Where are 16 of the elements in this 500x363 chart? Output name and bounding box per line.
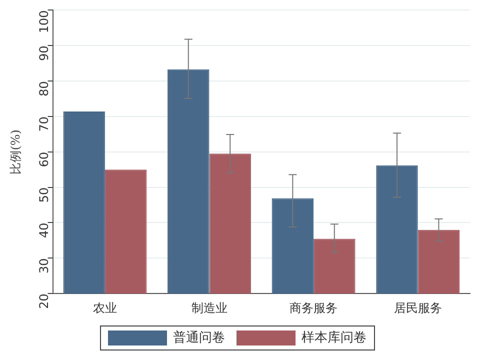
y-tick-label: 70	[36, 116, 51, 132]
y-axis-title: 比例(%)	[8, 130, 22, 174]
legend-label: 样本库问卷	[302, 330, 366, 346]
y-tick-label: 60	[36, 152, 51, 168]
y-tick-label: 20	[36, 294, 51, 309]
x-tick-label: 居民服务	[394, 300, 442, 315]
x-tick-label: 制造业	[191, 300, 228, 315]
y-tick-label: 50	[36, 187, 51, 203]
x-tick-label: 农业	[92, 300, 117, 315]
y-tick-label: 80	[36, 81, 51, 96]
y-tick-label: 40	[36, 222, 51, 238]
legend-label: 普通问卷	[173, 329, 225, 346]
y-tick-label: 100	[36, 10, 51, 34]
y-tick-label: 90	[36, 46, 51, 61]
x-tick-label: 商务服务	[290, 300, 338, 315]
y-tick-label: 30	[36, 258, 51, 274]
